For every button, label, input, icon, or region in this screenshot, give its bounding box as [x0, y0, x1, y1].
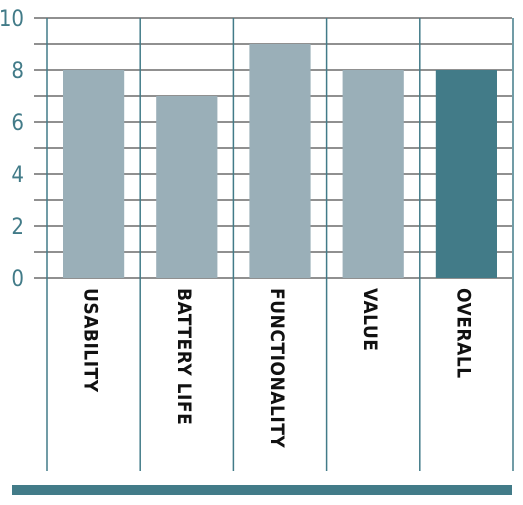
y-tick-label: 10 — [0, 7, 24, 32]
category-label: FUNCTIONALITY — [266, 288, 288, 448]
y-tick-label: 8 — [11, 59, 24, 84]
bar-overall — [435, 70, 497, 278]
y-tick-label: 4 — [11, 163, 24, 188]
category-label: OVERALL — [452, 288, 474, 379]
y-tick-label: 0 — [11, 267, 24, 292]
bar-usability — [63, 70, 125, 278]
y-axis-tick-labels: 0 2 4 6 8 10 — [0, 7, 24, 292]
category-label: BATTERY LIFE — [173, 288, 195, 425]
bar-battery-life — [156, 96, 218, 278]
category-label: VALUE — [359, 288, 381, 351]
y-tick-label: 6 — [11, 111, 24, 136]
footer-bar — [12, 485, 512, 495]
x-axis-category-labels: USABILITY BATTERY LIFE FUNCTIONALITY VALUE O… — [80, 288, 475, 448]
bar-functionality — [249, 44, 311, 278]
y-tick-label: 2 — [11, 215, 24, 240]
bars — [63, 44, 497, 278]
bar-value — [342, 70, 404, 278]
category-label: USABILITY — [80, 288, 102, 393]
